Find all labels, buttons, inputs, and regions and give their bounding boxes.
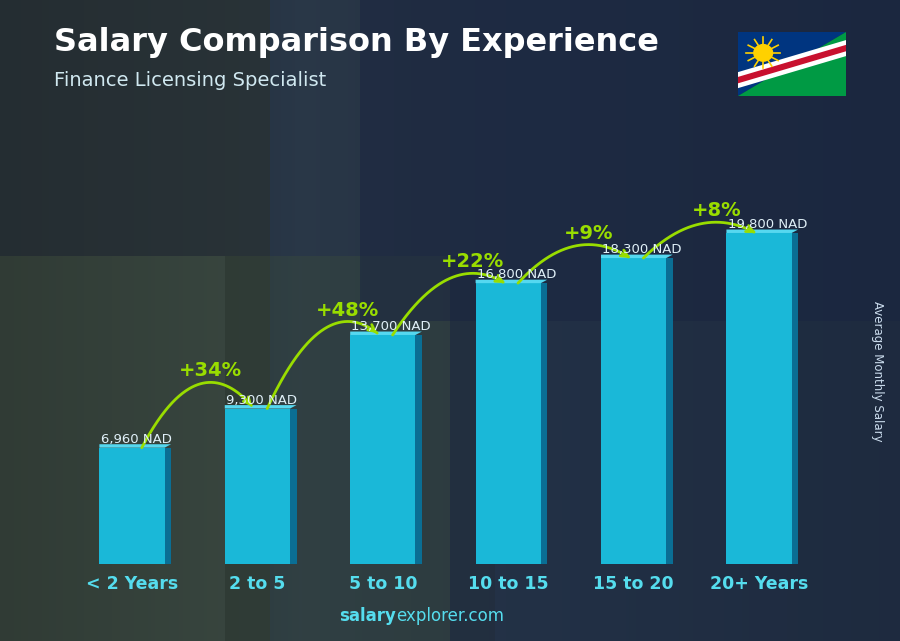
Bar bbox=[541, 283, 547, 564]
Polygon shape bbox=[350, 331, 422, 335]
Text: +22%: +22% bbox=[441, 253, 504, 271]
Bar bbox=[726, 233, 792, 564]
Polygon shape bbox=[738, 32, 846, 96]
Bar bbox=[416, 335, 422, 564]
Polygon shape bbox=[601, 254, 672, 258]
Bar bbox=[0, 0, 450, 256]
Text: salary: salary bbox=[339, 607, 396, 625]
Bar bbox=[475, 283, 541, 564]
Text: Finance Licensing Specialist: Finance Licensing Specialist bbox=[54, 71, 326, 90]
Bar bbox=[792, 233, 798, 564]
Text: 13,700 NAD: 13,700 NAD bbox=[351, 320, 431, 333]
Text: +48%: +48% bbox=[316, 301, 380, 320]
Polygon shape bbox=[726, 229, 798, 233]
Polygon shape bbox=[475, 279, 547, 283]
Bar bbox=[225, 408, 290, 564]
Bar bbox=[450, 0, 900, 641]
Bar bbox=[165, 447, 171, 564]
Circle shape bbox=[753, 44, 773, 62]
Text: Salary Comparison By Experience: Salary Comparison By Experience bbox=[54, 27, 659, 58]
Text: 18,300 NAD: 18,300 NAD bbox=[602, 243, 682, 256]
Text: 9,300 NAD: 9,300 NAD bbox=[226, 394, 297, 406]
Polygon shape bbox=[225, 405, 296, 408]
Text: Average Monthly Salary: Average Monthly Salary bbox=[871, 301, 884, 442]
Bar bbox=[225, 256, 495, 641]
Bar bbox=[0, 0, 270, 641]
Bar bbox=[99, 447, 165, 564]
Text: 16,800 NAD: 16,800 NAD bbox=[477, 268, 556, 281]
Polygon shape bbox=[738, 32, 846, 96]
Text: +8%: +8% bbox=[691, 201, 741, 221]
Text: 19,800 NAD: 19,800 NAD bbox=[728, 218, 807, 231]
Bar bbox=[350, 335, 416, 564]
Bar bbox=[360, 0, 900, 320]
Polygon shape bbox=[738, 40, 846, 88]
Bar bbox=[666, 258, 672, 564]
Bar bbox=[601, 258, 666, 564]
Polygon shape bbox=[738, 45, 846, 83]
Text: explorer.com: explorer.com bbox=[396, 607, 504, 625]
Text: 6,960 NAD: 6,960 NAD bbox=[101, 433, 172, 445]
Text: +9%: +9% bbox=[563, 224, 613, 243]
Bar bbox=[290, 408, 296, 564]
Text: +34%: +34% bbox=[179, 362, 242, 381]
Polygon shape bbox=[99, 444, 171, 447]
